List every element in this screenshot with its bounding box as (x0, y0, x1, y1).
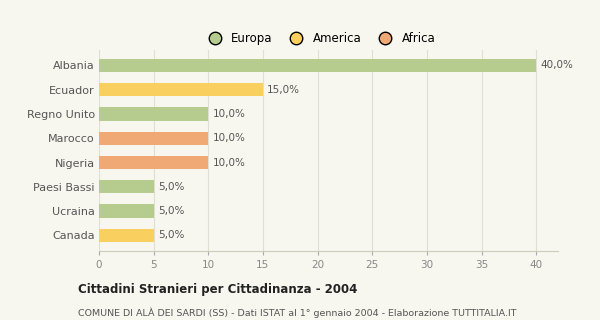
Text: Cittadini Stranieri per Cittadinanza - 2004: Cittadini Stranieri per Cittadinanza - 2… (78, 283, 358, 296)
Bar (99, 83, 263, 96)
Bar (99, 204, 154, 218)
Text: 15,0%: 15,0% (268, 85, 301, 95)
Bar (99, 180, 154, 194)
Bar (99, 59, 536, 72)
Text: 40,0%: 40,0% (541, 60, 574, 70)
Bar (99, 107, 208, 121)
Bar (99, 156, 208, 169)
Text: COMUNE DI ALÀ DEI SARDI (SS) - Dati ISTAT al 1° gennaio 2004 - Elaborazione TUTT: COMUNE DI ALÀ DEI SARDI (SS) - Dati ISTA… (78, 307, 517, 318)
Text: 10,0%: 10,0% (212, 157, 245, 168)
Text: 10,0%: 10,0% (212, 133, 245, 143)
Bar (99, 132, 208, 145)
Text: 10,0%: 10,0% (212, 109, 245, 119)
Bar (99, 229, 154, 242)
Text: 5,0%: 5,0% (158, 182, 184, 192)
Text: 5,0%: 5,0% (158, 206, 184, 216)
Text: 5,0%: 5,0% (158, 230, 184, 240)
Legend: Europa, America, Africa: Europa, America, Africa (200, 29, 438, 47)
